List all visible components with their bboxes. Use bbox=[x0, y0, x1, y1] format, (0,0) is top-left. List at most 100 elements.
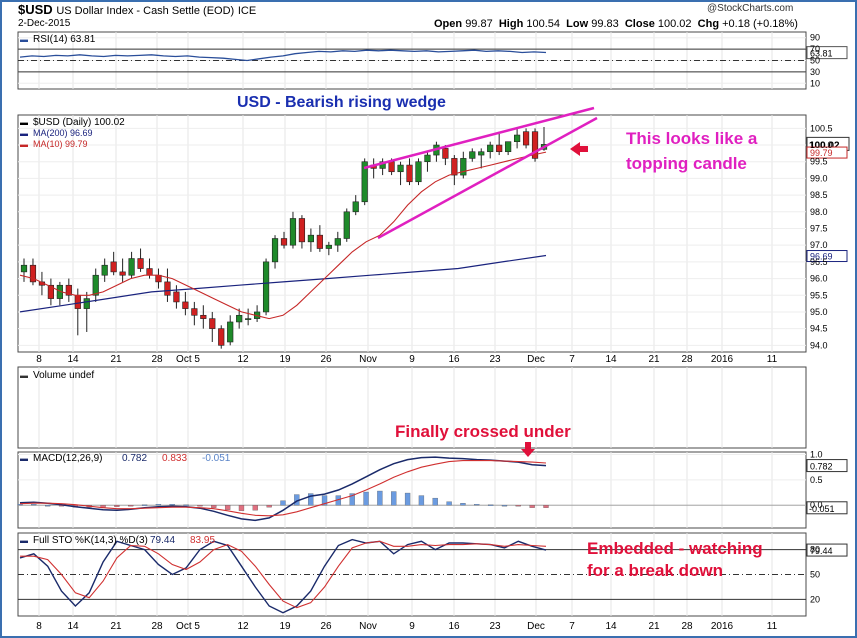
candle-body-10 bbox=[110, 261, 117, 273]
candle-body-14 bbox=[146, 268, 153, 276]
annotation-sto-line2: for a break down bbox=[587, 561, 724, 580]
macd-hist-bar-1 bbox=[31, 504, 37, 506]
low-value: 99.83 bbox=[591, 18, 619, 30]
x-tick-price-0: 8 bbox=[36, 354, 42, 365]
x-tick-price-2: 21 bbox=[110, 354, 122, 365]
price-y-tick-6: 97.5 bbox=[810, 223, 828, 233]
candle-body-45 bbox=[424, 154, 431, 163]
macd-hist-bar-28 bbox=[404, 492, 411, 506]
macd-hist-bar-33 bbox=[474, 504, 480, 506]
sto-k-line bbox=[19, 538, 547, 614]
x-tick-price-7: 26 bbox=[320, 354, 332, 365]
x-tick-bottom-15: 21 bbox=[648, 621, 660, 632]
macd-hist-bar-25 bbox=[363, 491, 369, 506]
chart-date: 2-Dec-2015 bbox=[18, 18, 71, 29]
x-tick-bottom-17: 2016 bbox=[711, 621, 734, 632]
rsi-legend-swatch: ▬ bbox=[20, 35, 28, 44]
macd-current-tag-box bbox=[806, 459, 848, 473]
x-tick-bottom-0: 8 bbox=[36, 621, 42, 632]
x-tick-price-12: Dec bbox=[527, 354, 545, 365]
ma200-tag: 96.69 bbox=[810, 252, 833, 262]
macd-hist-bar-12 bbox=[183, 504, 189, 506]
exchange-text: ICE bbox=[237, 5, 257, 17]
annotation-candle-line1: This looks like a bbox=[626, 129, 758, 148]
macd-legend-hist: -0.051 bbox=[202, 453, 231, 464]
x-tick-bottom-7: 26 bbox=[320, 621, 332, 632]
x-tick-bottom-8: Nov bbox=[359, 621, 377, 632]
macd-hist-bar-36 bbox=[515, 505, 521, 507]
macd-hist-bar-26 bbox=[377, 490, 383, 506]
price-y-tick-5: 98.0 bbox=[810, 207, 828, 217]
candle-body-41 bbox=[388, 161, 395, 173]
annotation-macd-cross: Finally crossed under bbox=[395, 422, 571, 441]
candle-body-27 bbox=[262, 261, 270, 313]
symbol-text: $USD bbox=[18, 2, 53, 17]
candle-body-33 bbox=[316, 234, 323, 249]
candle-body-20 bbox=[200, 314, 207, 319]
candle-body-47 bbox=[442, 148, 449, 159]
price-legend: $USD (Daily) 100.02 bbox=[33, 117, 125, 128]
macd-panel: ▬ MACD(12,26,9) 0.782 0.833 -0.051 0.782 -0.05… bbox=[17, 453, 848, 522]
chart-symbol: $USD US Dollar Index - Cash Settle (EOD)… bbox=[18, 2, 256, 17]
candle-body-35 bbox=[334, 238, 341, 246]
rsi-line bbox=[19, 49, 547, 62]
candle-body-18 bbox=[182, 301, 189, 309]
candle-body-28 bbox=[271, 238, 279, 263]
macd-y-tick-2: 0.0 bbox=[810, 500, 823, 510]
chg-value: +0.18 (+0.18%) bbox=[722, 18, 798, 30]
x-tick-price-13: 7 bbox=[569, 354, 575, 365]
x-tick-bottom-2: 21 bbox=[110, 621, 122, 632]
candle-body-25 bbox=[245, 318, 252, 320]
candle-body-5 bbox=[65, 284, 72, 296]
candle-body-48 bbox=[451, 158, 458, 176]
candle-body-54 bbox=[505, 141, 512, 153]
x-tick-price-4: Oct 5 bbox=[176, 354, 200, 365]
axis-labels: 8 8 14 14 21 21 28 28 Oct 5 Oct 5 12 12 19 19 26 26 Nov N… bbox=[20, 33, 833, 632]
x-tick-bottom-5: 12 bbox=[237, 621, 249, 632]
macd-hist-bar-29 bbox=[418, 495, 425, 506]
candle-body-44 bbox=[415, 161, 422, 183]
macd-hist-bar-22 bbox=[321, 495, 328, 506]
candle-body-24 bbox=[236, 314, 243, 323]
candle-body-52 bbox=[487, 144, 494, 153]
candle-body-3 bbox=[47, 284, 54, 299]
candle-body-32 bbox=[307, 234, 314, 243]
macd-hist-bar-17 bbox=[252, 505, 258, 511]
price-y-tick-10: 95.5 bbox=[810, 290, 828, 300]
price-y-tick-7: 97.0 bbox=[810, 240, 828, 250]
price-legend-swatch: ▬ bbox=[20, 118, 28, 127]
candle-body-57 bbox=[531, 131, 539, 159]
x-tick-price-11: 23 bbox=[489, 354, 501, 365]
candle-body-22 bbox=[218, 328, 225, 346]
price-y-tick-13: 94.0 bbox=[810, 340, 828, 350]
sto-d-line bbox=[20, 540, 547, 609]
price-y-tick-9: 96.0 bbox=[810, 274, 828, 284]
macd-hist-bar-34 bbox=[487, 504, 494, 506]
x-tick-price-17: 2016 bbox=[711, 354, 734, 365]
ma10-legend-swatch: ▬ bbox=[20, 140, 28, 149]
macd-legend-value: 0.782 bbox=[122, 453, 147, 464]
x-tick-price-18: 11 bbox=[767, 354, 778, 365]
macd-legend-name: MACD(12,26,9) bbox=[33, 453, 102, 464]
rsi-y-tick-1: 70 bbox=[810, 44, 820, 54]
sto-legend-name: Full STO %K(14,3) %D(3) bbox=[33, 535, 148, 546]
ma200-legend: MA(200) 96.69 bbox=[33, 128, 93, 138]
candle-body-23 bbox=[227, 321, 234, 343]
volume-legend: Volume undef bbox=[33, 370, 94, 381]
close-value: 100.02 bbox=[657, 18, 692, 30]
candle-body-11 bbox=[119, 271, 126, 276]
arrow-topping-candle bbox=[570, 142, 588, 156]
candle-body-6 bbox=[74, 294, 81, 309]
macd-y-tick-0: 1.0 bbox=[810, 450, 823, 460]
sto-current-tag: 79.44 bbox=[810, 546, 833, 556]
watermark: @StockCharts.com bbox=[707, 3, 794, 14]
price-y-tick-0: 100.5 bbox=[810, 123, 833, 133]
x-tick-bottom-4: Oct 5 bbox=[176, 621, 200, 632]
macd-legend-swatch: ▬ bbox=[20, 454, 28, 463]
candle-body-36 bbox=[343, 211, 350, 239]
x-tick-bottom-16: 28 bbox=[681, 621, 693, 632]
chg-label: Chg bbox=[697, 18, 720, 30]
rsi-y-tick-2: 50 bbox=[810, 56, 820, 66]
candle-body-29 bbox=[280, 238, 288, 246]
